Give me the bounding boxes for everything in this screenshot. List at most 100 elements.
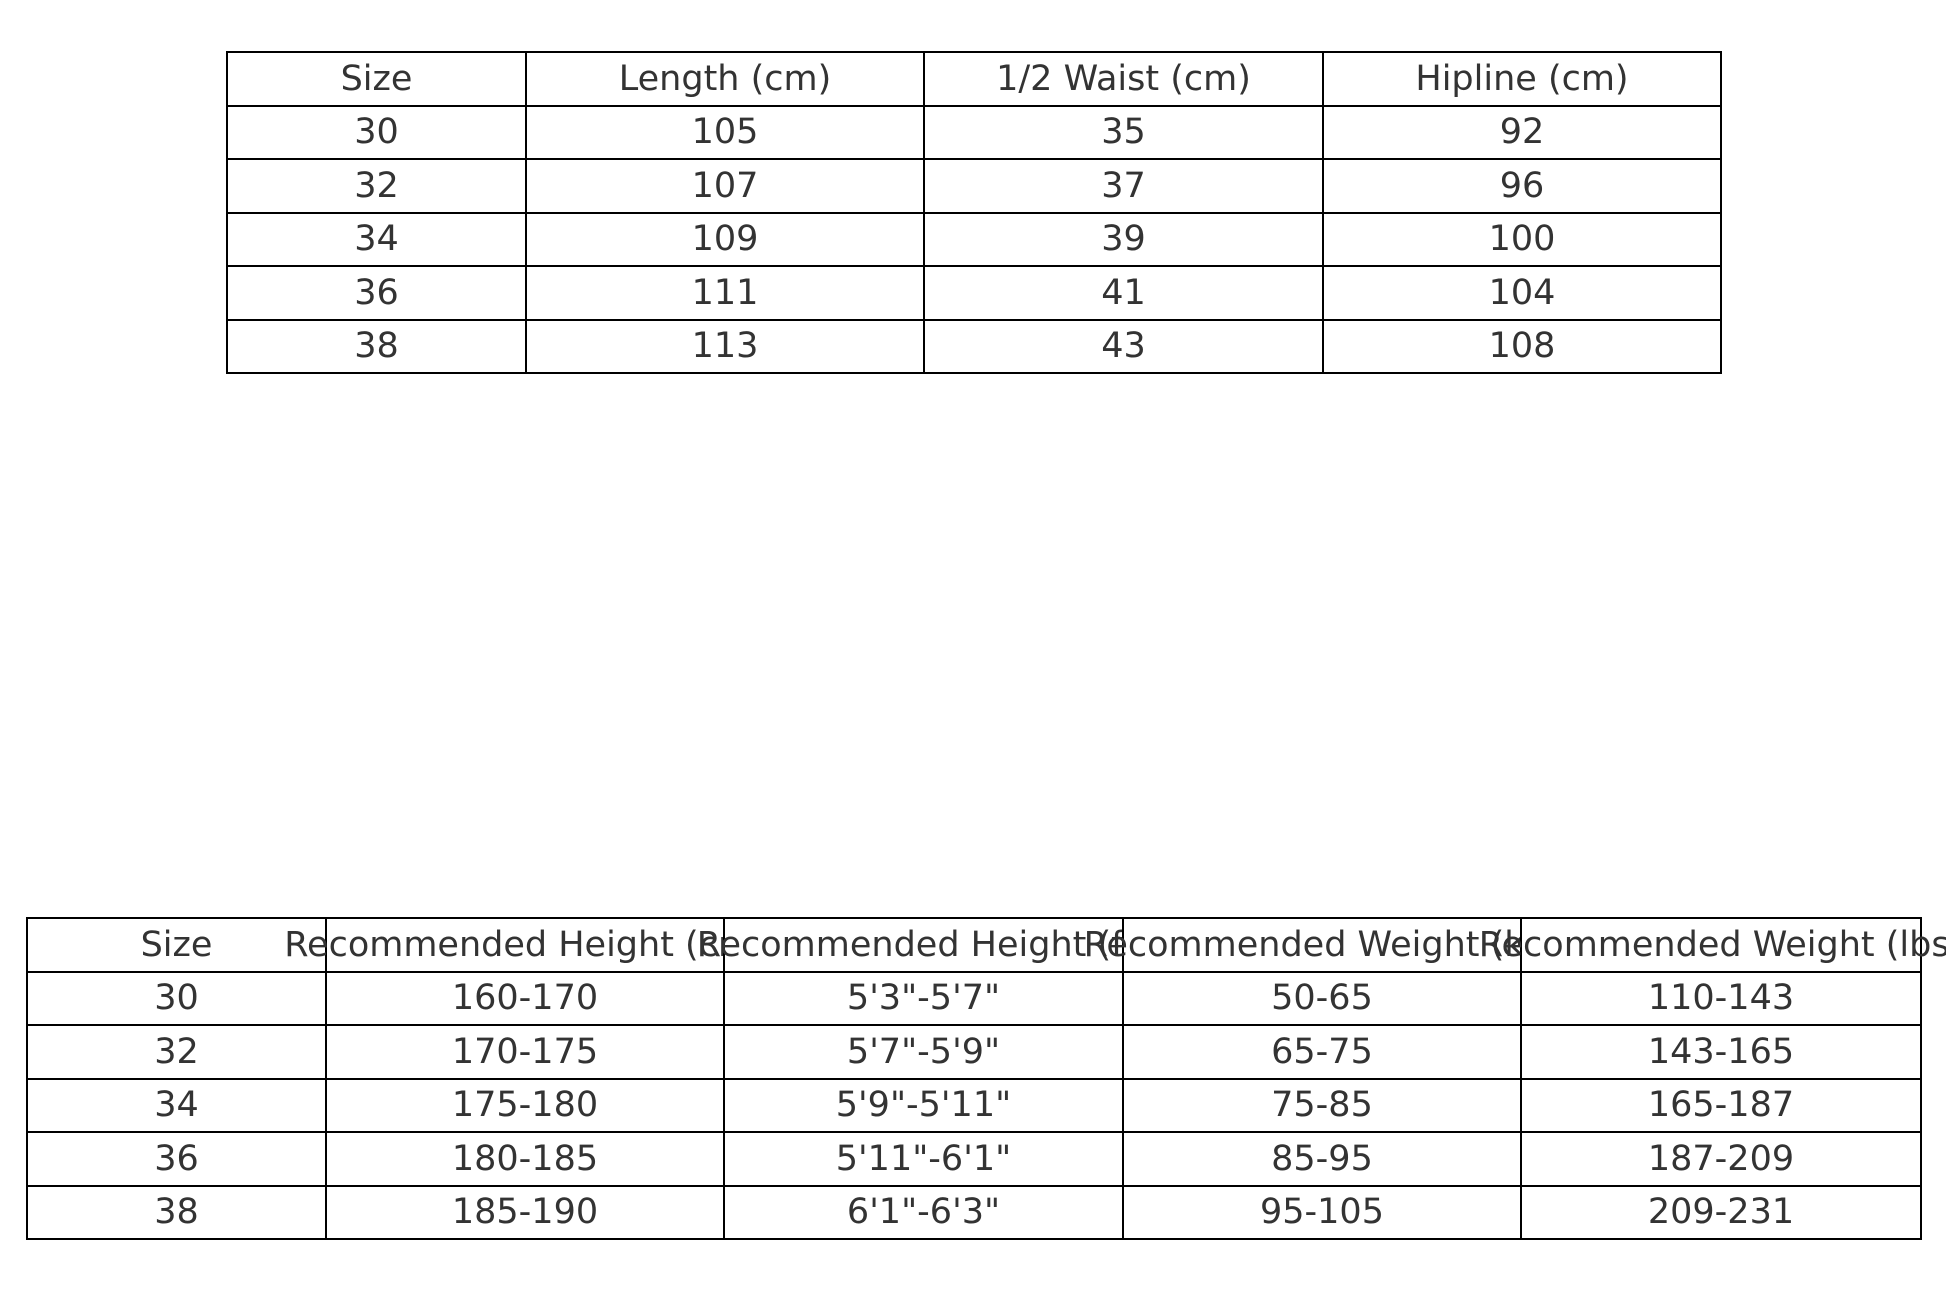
cell-text: 92: [1499, 112, 1545, 153]
cell-text: 108: [1488, 326, 1556, 367]
cell-text: 34: [354, 219, 399, 260]
table-cell: 32: [26, 1024, 327, 1080]
cell-text: 43: [1101, 326, 1146, 367]
header-text: Length (cm): [618, 58, 832, 99]
cell-text: 185-190: [451, 1192, 599, 1233]
cell-text: 35: [1101, 112, 1146, 153]
header-text: Recommended Weight (lbs): [1478, 924, 1946, 965]
table-cell: 50-65: [1122, 970, 1522, 1026]
header-cell: Recommended Weight (lbs): [1479, 917, 1946, 973]
table-cell: 30: [26, 970, 327, 1026]
table-cell: 39: [923, 211, 1324, 267]
cell-text: 5'11"-6'1": [835, 1138, 1012, 1179]
table-cell: 75-85: [1122, 1077, 1522, 1133]
cell-text: 143-165: [1647, 1031, 1795, 1072]
table-cell: 107: [525, 158, 925, 214]
cell-text: 30: [354, 112, 399, 153]
header-cell: Recommended Height (ft): [697, 917, 1150, 973]
table-cell: 185-190: [325, 1184, 725, 1240]
cell-text: 36: [354, 272, 399, 313]
cell-text: 95-105: [1260, 1192, 1384, 1233]
cell-text: 180-185: [451, 1138, 599, 1179]
table-cell: 109: [525, 211, 925, 267]
cell-text: 5'3"-5'7": [846, 978, 1001, 1019]
table-cell: 5'3"-5'7": [723, 970, 1124, 1026]
cell-text: 41: [1101, 272, 1146, 313]
cell-text: 175-180: [451, 1085, 599, 1126]
table-cell: 110-143: [1520, 970, 1922, 1026]
table-cell: 37: [923, 158, 1324, 214]
header-text: Hipline (cm): [1415, 58, 1629, 99]
header-cell: Length (cm): [525, 51, 925, 107]
table-cell: 36: [226, 265, 527, 321]
cell-text: 96: [1499, 165, 1545, 206]
table-cell: 113: [525, 318, 925, 374]
cell-text: 104: [1488, 272, 1556, 313]
table-cell: 5'9"-5'11": [723, 1077, 1124, 1133]
table-cell: 34: [26, 1077, 327, 1133]
table-cell: 104: [1322, 265, 1722, 321]
table-cell: 175-180: [325, 1077, 725, 1133]
cell-text: 85-95: [1271, 1138, 1373, 1179]
table-cell: 5'7"-5'9": [723, 1024, 1124, 1080]
cell-text: 105: [691, 112, 759, 153]
table-cell: 65-75: [1122, 1024, 1522, 1080]
cell-text: 38: [154, 1192, 199, 1233]
cell-text: 30: [154, 978, 199, 1019]
header-text: Size: [340, 58, 413, 99]
header-text: Size: [140, 924, 213, 965]
header-cell: Recommended Height (cm): [284, 917, 766, 973]
cell-text: 36: [154, 1138, 199, 1179]
cell-text: 50-65: [1271, 978, 1373, 1019]
table-cell: 30: [226, 104, 527, 160]
table-cell: 41: [923, 265, 1324, 321]
cell-text: 6'1"-6'3": [846, 1192, 1001, 1233]
cell-text: 39: [1101, 219, 1146, 260]
table-cell: 34: [226, 211, 527, 267]
table-cell: 108: [1322, 318, 1722, 374]
cell-text: 32: [354, 165, 399, 206]
cell-text: 209-231: [1647, 1192, 1795, 1233]
table-cell: 92: [1322, 104, 1722, 160]
table-cell: 35: [923, 104, 1324, 160]
cell-text: 65-75: [1271, 1031, 1373, 1072]
cell-text: 37: [1101, 165, 1146, 206]
table-cell: 187-209: [1520, 1131, 1922, 1187]
cell-text: 38: [354, 326, 399, 367]
cell-text: 165-187: [1647, 1085, 1795, 1126]
table-cell: 160-170: [325, 970, 725, 1026]
cell-text: 75-85: [1271, 1085, 1373, 1126]
table-cell: 43: [923, 318, 1324, 374]
table-cell: 96: [1322, 158, 1722, 214]
header-cell: 1/2 Waist (cm): [923, 51, 1324, 107]
cell-text: 5'9"-5'11": [835, 1085, 1012, 1126]
header-text: Recommended Height (cm): [284, 924, 766, 965]
header-text: 1/2 Waist (cm): [996, 58, 1251, 99]
table-cell: 180-185: [325, 1131, 725, 1187]
cell-text: 109: [691, 219, 759, 260]
cell-text: 160-170: [451, 978, 599, 1019]
table-cell: 5'11"-6'1": [723, 1131, 1124, 1187]
table-cell: 85-95: [1122, 1131, 1522, 1187]
table-cell: 32: [226, 158, 527, 214]
table-cell: 143-165: [1520, 1024, 1922, 1080]
table-cell: 38: [26, 1184, 327, 1240]
table-cell: 38: [226, 318, 527, 374]
cell-text: 111: [691, 272, 759, 313]
header-cell: Recommended Weight (kg): [1084, 917, 1560, 973]
table-cell: 209-231: [1520, 1184, 1922, 1240]
table-cell: 165-187: [1520, 1077, 1922, 1133]
table-cell: 36: [26, 1131, 327, 1187]
cell-text: 113: [691, 326, 759, 367]
cell-text: 5'7"-5'9": [846, 1031, 1001, 1072]
table-cell: 111: [525, 265, 925, 321]
table-cell: 95-105: [1122, 1184, 1522, 1240]
cell-text: 100: [1488, 219, 1556, 260]
cell-text: 107: [691, 165, 759, 206]
table-cell: 100: [1322, 211, 1722, 267]
header-cell: Size: [226, 51, 527, 107]
cell-text: 187-209: [1647, 1138, 1795, 1179]
header-text: Recommended Weight (kg): [1083, 924, 1561, 965]
cell-text: 34: [154, 1085, 199, 1126]
cell-text: 32: [154, 1031, 199, 1072]
